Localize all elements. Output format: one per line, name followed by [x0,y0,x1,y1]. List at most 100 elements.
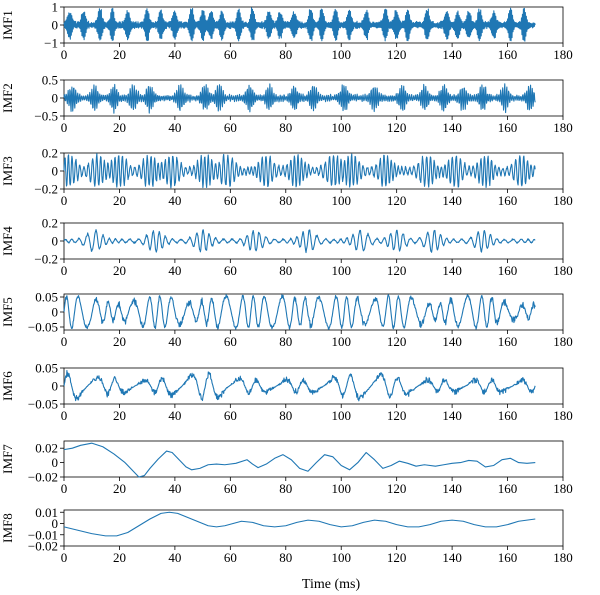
signal-line-imf8 [63,511,536,537]
x-tick-label: 20 [113,334,126,349]
y-tick-label: −0.2 [34,252,58,267]
y-tick-label: 0.2 [42,146,58,161]
x-tick-label: 160 [498,481,518,496]
x-tick-label: 20 [113,408,126,423]
x-tick-label: 20 [113,120,126,135]
x-tick-label: 180 [553,408,573,423]
y-tick-label: 0 [52,234,59,249]
x-tick-label: 80 [279,193,292,208]
y-tick-label: 0 [52,18,59,33]
y-tick-label: 1 [52,0,59,15]
y-tick-label: 0.05 [35,361,58,376]
x-tick-label: 160 [498,193,518,208]
y-tick-label: 0.01 [35,505,58,520]
x-tick-label: 0 [61,408,68,423]
x-tick-label: 140 [442,334,462,349]
x-tick-label: 120 [387,263,407,278]
y-tick-label: 0.2 [42,216,58,231]
x-tick-label: 160 [498,263,518,278]
panel-label: IMF5 [0,297,15,327]
x-tick-label: 100 [331,120,351,135]
y-tick-label: −0.01 [28,527,58,542]
y-tick-label: −0.05 [28,397,58,412]
panel-frame [63,440,564,478]
y-tick-label: 0 [52,379,59,394]
y-tick-label: 0 [52,305,59,320]
signal-line-imf1 [63,7,536,42]
x-tick-label: 120 [387,47,407,62]
x-tick-label: 180 [553,481,573,496]
x-tick-label: 80 [279,408,292,423]
y-tick-label: −0.02 [28,470,58,485]
y-tick-label: −0.05 [28,320,58,335]
x-tick-label: 20 [113,263,126,278]
x-tick-label: 40 [168,263,181,278]
x-tick-label: 0 [61,193,68,208]
x-tick-label: 0 [61,550,68,565]
y-tick-label: 0 [52,91,59,106]
x-tick-label: 80 [279,334,292,349]
x-tick-label: 180 [553,47,573,62]
x-tick-label: 60 [224,193,237,208]
x-tick-label: 180 [553,550,573,565]
x-tick-label: 20 [113,47,126,62]
x-tick-label: 100 [331,193,351,208]
x-tick-label: 40 [168,481,181,496]
x-tick-label: 160 [498,47,518,62]
panel-frame [63,222,564,260]
x-tick-label: 0 [61,120,68,135]
x-tick-label: 60 [224,47,237,62]
x-tick-label: 140 [442,408,462,423]
x-tick-label: 100 [331,263,351,278]
signal-line-imf3 [63,153,536,189]
x-tick-label: 60 [224,120,237,135]
x-tick-label: 120 [387,120,407,135]
x-tick-label: 60 [224,408,237,423]
x-axis-label: Time (ms) [302,577,361,592]
panel-label: IMF6 [0,371,15,401]
x-tick-label: 140 [442,193,462,208]
x-tick-label: 40 [168,193,181,208]
signal-line-imf7 [63,442,536,478]
x-tick-label: 80 [279,550,292,565]
panel-label: IMF7 [0,444,15,474]
x-tick-label: 120 [387,550,407,565]
x-tick-label: 120 [387,193,407,208]
panel-label: IMF1 [0,10,15,40]
x-tick-label: 160 [498,550,518,565]
x-tick-label: 160 [498,408,518,423]
panel-label: IMF8 [0,513,15,543]
x-tick-label: 20 [113,193,126,208]
y-tick-label: 0 [52,516,59,531]
signal-line-imf6 [63,369,536,402]
x-tick-label: 20 [113,550,126,565]
x-tick-label: 0 [61,481,68,496]
y-tick-label: 0 [52,455,59,470]
x-tick-label: 100 [331,334,351,349]
signal-line-imf5 [63,294,536,330]
x-tick-label: 40 [168,550,181,565]
x-tick-label: 100 [331,408,351,423]
x-tick-label: 40 [168,334,181,349]
x-tick-label: 140 [442,263,462,278]
x-tick-label: 140 [442,47,462,62]
y-tick-label: 0.02 [35,441,58,456]
x-tick-label: 0 [61,334,68,349]
x-tick-label: 180 [553,334,573,349]
x-tick-label: 40 [168,408,181,423]
signal-line-imf4 [63,229,536,254]
x-tick-label: 100 [331,481,351,496]
x-tick-label: 140 [442,120,462,135]
x-tick-label: 140 [442,481,462,496]
x-tick-label: 160 [498,334,518,349]
x-tick-label: 60 [224,334,237,349]
x-tick-label: 40 [168,47,181,62]
